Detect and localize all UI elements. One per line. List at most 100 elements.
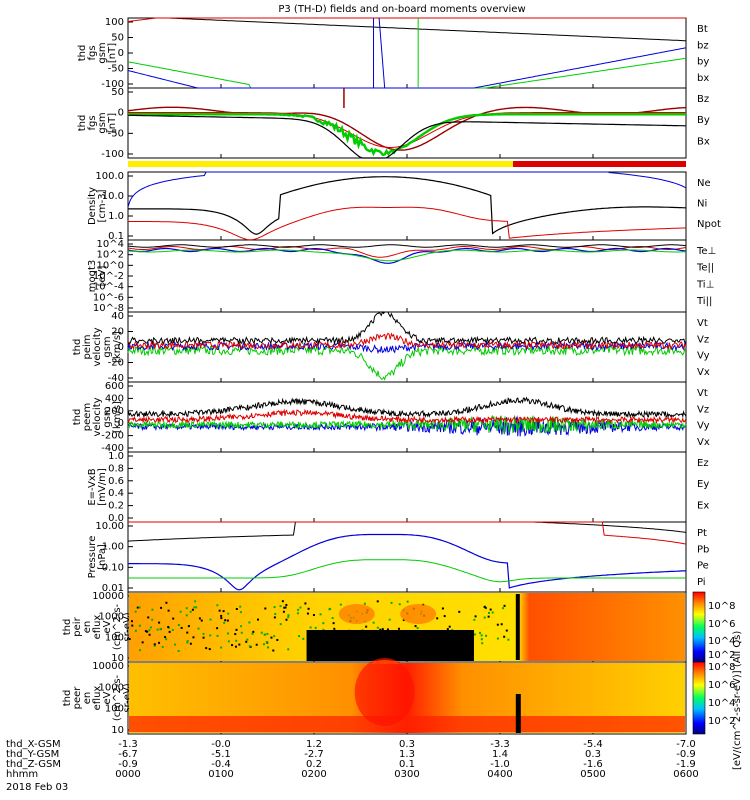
ion-spectrogram-pixel [223,621,226,624]
legend-entry: Vy [697,421,710,432]
ion-spectrogram-pixel [136,606,139,609]
footer-value: 1.3 [399,749,415,760]
ion-spectrogram-pixel [505,629,508,632]
y-tick-label: -100 [101,79,124,90]
series-bx [127,47,687,89]
colorbar-tick: 10^6 [708,619,735,630]
ion-spectrogram-pixel [488,611,491,614]
ion-spectrogram-pixel [260,631,263,634]
y-axis-label-line: thd [62,690,73,707]
ion-spectrogram-pixel [246,638,249,641]
ion-spectrogram-pixel [473,618,476,621]
ion-spectrogram-pixel [226,632,229,635]
mode-bar-fast [513,161,686,167]
y-tick-label: 1000 [99,682,124,693]
y-axis-label-line: gsm [97,112,108,133]
ion-spectrogram-pixel [235,628,238,631]
y-tick-label: 10^2 [97,250,124,261]
ion-spectrogram-pixel [480,638,483,641]
y-axis-label: thd peem velocity gsm [km/s] [72,397,123,436]
ion-spectrogram-pixel [283,606,286,609]
footer-value: 0400 [487,769,512,780]
footer-row-label: thd_Y-GSM [6,749,59,760]
ion-spectrogram-pixel [503,604,506,607]
ion-spectrogram-pixel [156,628,159,631]
footer-value: -1.0 [490,759,510,770]
y-tick-label: -200 [101,431,124,442]
y-tick-label: 20 [111,327,124,338]
series-By [128,112,686,148]
series-Vy [128,414,687,434]
legend-entry: by [697,57,709,68]
legend-entry: Bt [697,24,708,35]
electron-hotspot [354,658,415,726]
ion-spectrogram-pixel [227,612,230,615]
footer-value: -0.9 [118,759,138,770]
legend-entry: Te⊥ [696,246,716,257]
legend-entry: Bz [697,94,709,105]
legend-entry: Ne [697,178,711,189]
ion-spectrogram-pixel [231,644,234,647]
y-axis-label: Pressure [nPa] [87,536,108,579]
ion-spectrogram-pixel [496,623,499,626]
y-axis-label-line: fgs [87,45,98,60]
ion-spectrogram-pixel [189,610,192,613]
ion-spectrogram-pixel [279,623,282,626]
footer-date: 2018 Feb 03 [6,782,68,793]
ion-spectrogram-pixel [248,621,251,624]
ion-spectrogram-pixel [267,646,270,649]
ion-spectrogram-pixel [483,605,486,608]
ion-spectrogram-pixel [480,634,483,637]
ion-spectrogram-pixel [487,615,490,618]
y-tick-label: 1.0 [108,451,124,462]
ion-spectrogram-pixel [240,631,243,634]
ion-spectrogram-pixel [473,633,476,636]
ion-spectrogram-pixel [256,618,259,621]
legend-entry: Ex [697,500,709,511]
y-tick-label: 600 [105,381,124,392]
ion-spectrogram-pixel [208,648,211,651]
ion-spectrogram-pixel [491,611,494,614]
ion-spectrogram-pixel [481,642,484,645]
y-axis-label-line: [nT] [107,113,118,133]
ion-spectrogram-pixel [200,619,203,622]
y-tick-label: 1.0 [108,211,124,222]
ion-spectrogram-pixel [138,649,141,652]
ion-spectrogram-pixel [179,610,182,613]
y-axis-label-line: eV [102,691,113,704]
y-tick-label: 10^-6 [93,292,124,303]
y-axis-label-line: gsm [102,406,113,427]
ion-spectrogram-pixel [379,628,382,631]
ion-spectrogram-pixel [264,607,267,610]
panel-frame [127,451,687,523]
ion-spectrogram-pixel [189,642,192,645]
y-tick-label: -40 [108,373,124,384]
ion-spectrogram-pixel [276,638,279,641]
y-axis-label-line: sr-eV) [122,612,133,641]
panel-frame [127,87,687,159]
ion-spectrogram-pixel [134,629,137,632]
footer-value: 0200 [301,769,326,780]
ion-spectrogram-pixel [234,633,237,636]
ion-spectrogram-pixel [332,622,335,625]
colorbar-tick: 10^4 [708,698,735,709]
y-axis-label: thd peir en eflux eV (cm^2-s-sr-eV) [62,603,133,650]
ion-spectrogram-pixel [245,640,248,643]
ion-spectrogram-pixel [284,606,287,609]
ion-spectrogram-pixel [446,628,449,631]
y-axis-label-line: eflux [92,615,103,640]
legend-entry: bz [697,40,709,51]
ion-spectrogram-pixel [195,606,198,609]
ion-spectrogram-pixel [436,617,439,620]
ion-spectrogram-pixel [144,630,147,633]
colorbar-label: [eV/(cm^2-s-sr-eV)] (All Qs) [732,631,743,770]
ion-spectrogram-pixel [138,606,141,609]
y-tick-label: -400 [101,443,124,454]
y-tick-label: 100 [105,704,124,715]
ion-spectrogram-pixel [151,618,154,621]
y-axis-label-line: gsm [97,42,108,63]
y-tick-label: 50 [111,33,124,44]
y-tick-label: 1000 [99,612,124,623]
ion-spectrogram-pixel [287,616,290,619]
ion-spectrogram-pixel [177,623,180,626]
